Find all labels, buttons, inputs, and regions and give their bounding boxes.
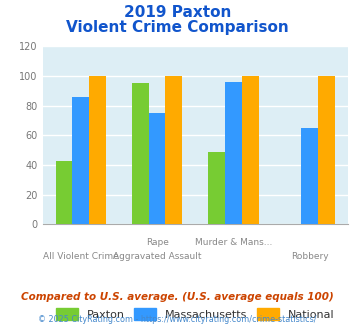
Bar — [208, 152, 225, 224]
Bar — [318, 76, 335, 224]
Bar — [89, 76, 106, 224]
Bar — [149, 113, 165, 224]
Text: Compared to U.S. average. (U.S. average equals 100): Compared to U.S. average. (U.S. average … — [21, 292, 334, 302]
Bar — [225, 82, 242, 224]
Text: Rape: Rape — [146, 238, 169, 247]
Text: Aggravated Assault: Aggravated Assault — [113, 252, 201, 261]
Text: Murder & Mans...: Murder & Mans... — [195, 238, 272, 247]
Bar — [72, 97, 89, 224]
Text: 2019 Paxton: 2019 Paxton — [124, 5, 231, 20]
Text: © 2025 CityRating.com - https://www.cityrating.com/crime-statistics/: © 2025 CityRating.com - https://www.city… — [38, 315, 317, 324]
Legend: Paxton, Massachusetts, National: Paxton, Massachusetts, National — [56, 308, 334, 320]
Bar — [301, 128, 318, 224]
Bar — [132, 83, 149, 224]
Text: Robbery: Robbery — [291, 252, 328, 261]
Bar — [165, 76, 182, 224]
Text: All Violent Crime: All Violent Crime — [43, 252, 119, 261]
Bar — [56, 160, 72, 224]
Bar — [242, 76, 258, 224]
Text: Violent Crime Comparison: Violent Crime Comparison — [66, 20, 289, 35]
